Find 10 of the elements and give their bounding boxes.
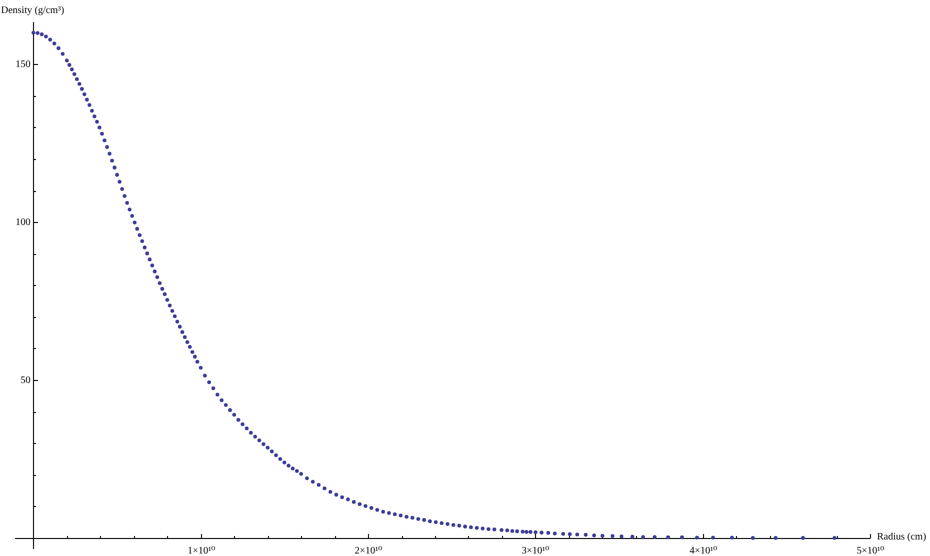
x-tick-label: 3×10¹⁰ xyxy=(522,546,550,556)
x-tick-label: 1×10¹⁰ xyxy=(188,546,216,556)
x-tick-label: 5×10¹⁰ xyxy=(856,546,884,556)
x-tick-label: 2×10¹⁰ xyxy=(354,546,382,556)
y-tick-label: 100 xyxy=(16,217,30,228)
y-axis-title: Density (g/cm³) xyxy=(1,5,64,16)
x-tick-label: 4×10¹⁰ xyxy=(690,546,718,556)
y-tick-label: 50 xyxy=(20,375,30,386)
x-axis-title: Radius (cm) xyxy=(877,532,926,542)
y-tick-label: 150 xyxy=(16,59,30,70)
